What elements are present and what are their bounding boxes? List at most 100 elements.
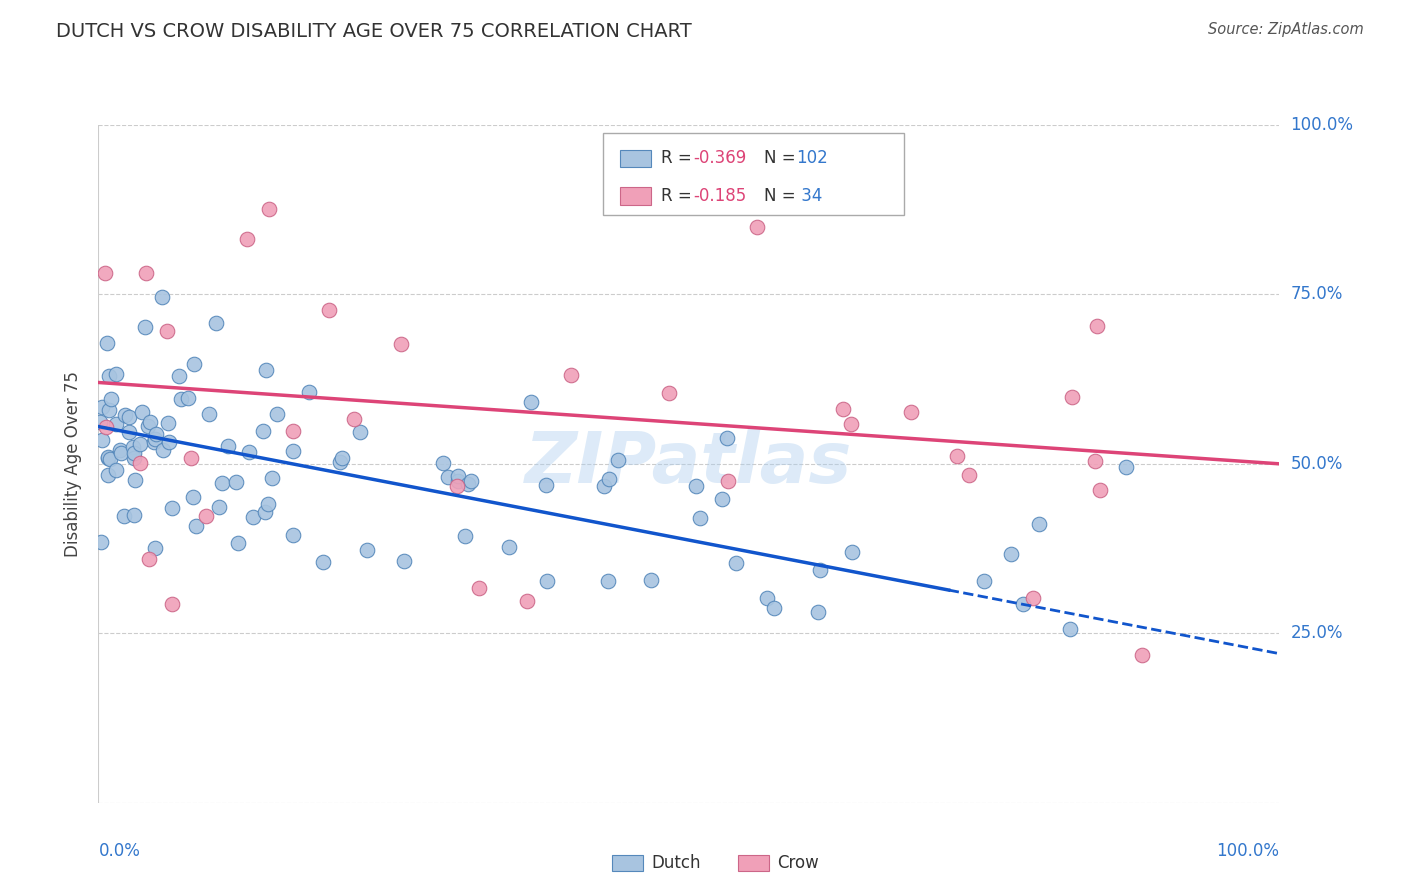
Point: [266, 407, 288, 421]
Point: [143, 434, 166, 449]
Point: [211, 475, 233, 490]
Point: [689, 511, 711, 525]
Point: [311, 555, 333, 569]
Point: [91, 400, 114, 414]
Point: [392, 554, 415, 568]
Point: [90, 433, 112, 447]
Text: 100.0%: 100.0%: [1291, 116, 1354, 134]
Point: [973, 574, 995, 588]
Point: [145, 432, 167, 446]
Point: [104, 367, 127, 381]
Point: [468, 581, 491, 595]
Point: [755, 591, 778, 606]
Text: 34: 34: [796, 186, 823, 205]
Point: [283, 424, 305, 438]
Point: [1130, 648, 1153, 662]
Point: [298, 384, 321, 399]
Point: [283, 443, 305, 458]
Point: [1059, 622, 1081, 636]
Point: [1084, 454, 1107, 468]
Text: 102: 102: [796, 150, 828, 168]
Point: [457, 477, 479, 491]
Point: [157, 435, 180, 450]
Text: 25.0%: 25.0%: [1291, 624, 1343, 642]
Point: [90, 534, 112, 549]
Point: [118, 410, 141, 425]
Text: 0.0%: 0.0%: [98, 842, 141, 860]
Text: 50.0%: 50.0%: [1291, 455, 1343, 473]
Point: [98, 402, 121, 417]
Text: Source: ZipAtlas.com: Source: ZipAtlas.com: [1208, 22, 1364, 37]
Point: [959, 468, 981, 483]
Point: [114, 408, 136, 422]
Point: [169, 369, 191, 384]
Point: [1012, 597, 1035, 611]
Point: [97, 451, 120, 466]
Point: [225, 475, 247, 489]
Point: [124, 473, 146, 487]
Point: [318, 303, 340, 318]
Point: [150, 290, 173, 304]
Point: [104, 417, 127, 432]
Text: 75.0%: 75.0%: [1291, 285, 1343, 303]
Point: [110, 446, 132, 460]
Text: Crow: Crow: [778, 855, 820, 872]
Point: [128, 456, 150, 470]
Point: [205, 316, 228, 330]
Text: ZIPatlas: ZIPatlas: [526, 429, 852, 499]
Point: [460, 475, 482, 489]
Point: [516, 594, 538, 608]
Point: [138, 552, 160, 566]
Point: [183, 357, 205, 371]
Point: [135, 266, 157, 280]
Point: [560, 368, 582, 382]
Point: [447, 468, 470, 483]
Point: [100, 392, 122, 407]
Point: [122, 440, 145, 454]
Point: [745, 219, 768, 234]
Point: [134, 319, 156, 334]
Point: [156, 324, 179, 338]
Text: R =: R =: [661, 186, 697, 205]
Point: [446, 479, 468, 493]
Point: [160, 598, 183, 612]
Text: N =: N =: [763, 186, 800, 205]
Point: [177, 391, 200, 405]
Text: R =: R =: [661, 150, 697, 168]
Point: [138, 415, 160, 429]
Point: [108, 442, 131, 457]
Point: [97, 450, 120, 465]
Point: [145, 427, 167, 442]
Point: [806, 605, 828, 619]
Point: [640, 573, 662, 587]
Point: [260, 471, 283, 485]
Text: N =: N =: [763, 150, 800, 168]
Point: [1088, 483, 1111, 498]
Point: [592, 479, 614, 493]
Point: [122, 508, 145, 522]
Point: [716, 431, 738, 445]
Point: [946, 449, 969, 463]
Point: [98, 368, 121, 383]
Text: -0.369: -0.369: [693, 150, 747, 168]
Point: [596, 574, 619, 588]
Point: [254, 362, 277, 376]
Point: [89, 415, 111, 429]
Point: [711, 492, 734, 507]
Point: [447, 474, 470, 488]
Point: [389, 336, 412, 351]
Point: [143, 541, 166, 555]
Text: Dutch: Dutch: [651, 855, 700, 872]
Point: [432, 456, 454, 470]
Y-axis label: Disability Age Over 75: Disability Age Over 75: [65, 371, 83, 557]
Point: [226, 536, 249, 550]
Point: [534, 478, 557, 492]
Point: [725, 557, 748, 571]
Point: [832, 401, 855, 416]
Point: [156, 416, 179, 430]
Point: [131, 404, 153, 418]
Point: [498, 540, 520, 554]
Point: [839, 417, 862, 431]
Point: [98, 452, 121, 467]
Point: [253, 504, 276, 518]
